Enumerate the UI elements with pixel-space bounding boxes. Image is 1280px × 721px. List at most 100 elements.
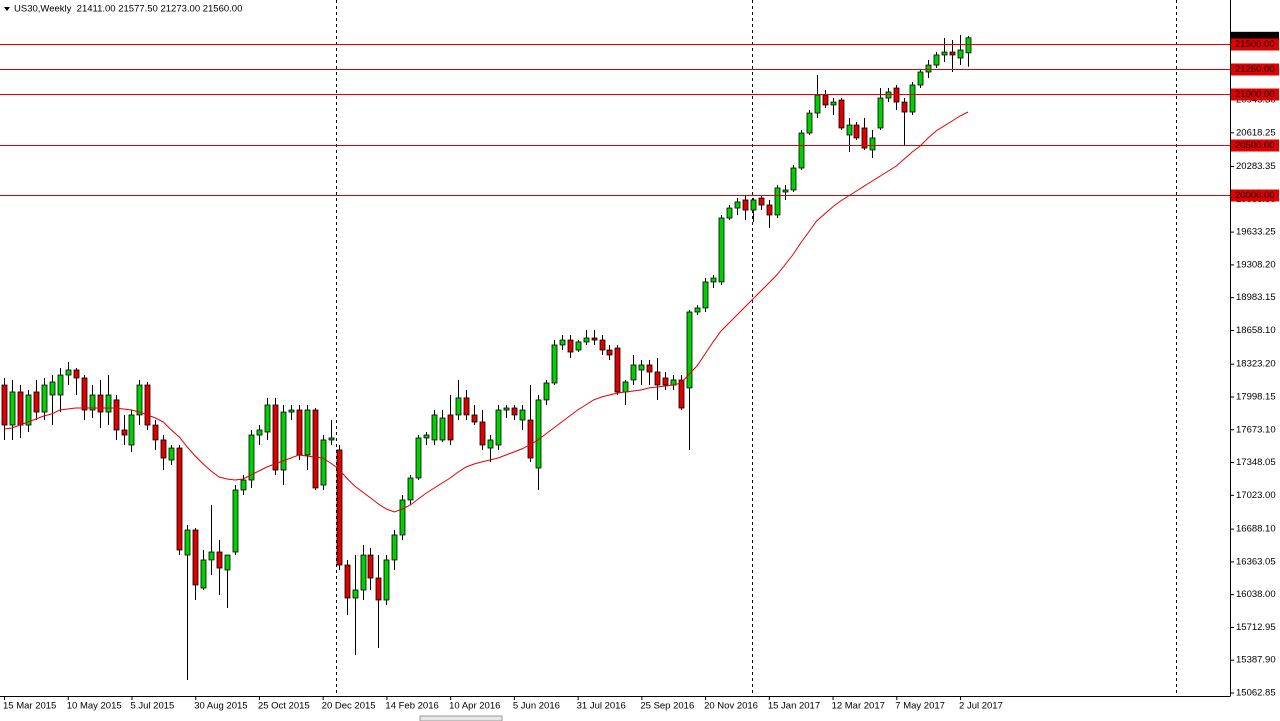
candle-body xyxy=(81,377,88,411)
candle-body xyxy=(288,409,295,413)
x-tick-label: 14 Feb 2016 xyxy=(385,701,438,712)
candle-body xyxy=(192,529,199,586)
candle-body xyxy=(105,394,112,413)
candle-body xyxy=(375,577,382,601)
candle-body xyxy=(559,339,566,346)
candle-body xyxy=(782,189,789,193)
candle-body xyxy=(17,391,24,426)
candle-body xyxy=(702,281,709,309)
y-tick-label: 15712.95 xyxy=(1236,622,1276,633)
x-tick-label: 10 May 2015 xyxy=(67,701,122,712)
candle-body xyxy=(479,421,486,446)
candle-body xyxy=(503,407,510,411)
candle-body xyxy=(383,559,390,601)
candle-body xyxy=(208,551,215,561)
candle-body xyxy=(949,51,956,56)
candle-body xyxy=(662,377,669,386)
candle-body xyxy=(814,94,821,114)
candle-body xyxy=(535,399,542,469)
candle-body xyxy=(264,404,271,433)
candle-body xyxy=(224,554,231,571)
level-label-box xyxy=(1231,63,1279,76)
chart-title: US30,Weekly 21411.00 21577.50 21273.00 2… xyxy=(14,4,242,15)
candle-body xyxy=(933,54,940,66)
level-label: 21000.00 xyxy=(1235,89,1275,100)
menu-arrow[interactable] xyxy=(4,7,10,11)
candle-body xyxy=(439,417,446,441)
candle-body xyxy=(73,369,80,379)
candle-body xyxy=(144,384,151,426)
plot xyxy=(1,34,972,680)
candle-body xyxy=(240,479,247,491)
y-tick-label: 15062.85 xyxy=(1236,688,1276,699)
candle-body xyxy=(57,374,64,396)
candle-body xyxy=(806,112,813,134)
candle-body xyxy=(415,437,422,479)
x-tick-label: 15 Mar 2015 xyxy=(3,701,56,712)
candle-body xyxy=(495,409,502,446)
candle-body xyxy=(710,277,717,283)
candle-body xyxy=(344,564,351,599)
current-price-box xyxy=(1231,31,1279,44)
candle-body xyxy=(846,124,853,136)
scrollbar[interactable] xyxy=(419,715,503,721)
candle-body xyxy=(917,71,924,86)
y-tick-label: 20283.35 xyxy=(1236,161,1276,172)
candle-body xyxy=(89,394,96,411)
candle-body xyxy=(97,394,104,413)
candle-body xyxy=(407,477,414,501)
candle-body xyxy=(941,51,948,56)
candle-body xyxy=(113,399,120,431)
candle-body xyxy=(774,187,781,216)
candle-body xyxy=(694,307,701,313)
candle-body xyxy=(336,449,343,566)
candle-body xyxy=(447,414,454,441)
candle-body xyxy=(423,434,430,439)
candle-body xyxy=(861,127,868,149)
candle-body xyxy=(877,97,884,129)
y-tick-label: 16038.00 xyxy=(1236,589,1276,600)
candle-body xyxy=(853,124,860,139)
candle-body xyxy=(957,49,964,59)
candle-body xyxy=(869,137,876,151)
candle-body xyxy=(256,429,263,436)
candle-body xyxy=(734,201,741,209)
candle-body xyxy=(630,364,637,381)
x-tick-label: 5 Jul 2015 xyxy=(130,701,174,712)
candle-body xyxy=(622,381,629,393)
x-tick-label: 20 Dec 2015 xyxy=(322,701,376,712)
level-label-box xyxy=(1231,189,1279,202)
level-label: 21250.00 xyxy=(1235,64,1275,75)
y-tick-label: 17348.05 xyxy=(1236,457,1276,468)
candle-body xyxy=(527,419,534,459)
candle-body xyxy=(838,99,845,129)
level-label-box xyxy=(1231,88,1279,101)
candle-body xyxy=(798,132,805,169)
candle-body xyxy=(399,499,406,536)
x-tick-label: 30 Aug 2015 xyxy=(194,701,247,712)
candle-body xyxy=(822,94,829,106)
candle-body xyxy=(25,394,32,426)
candle-body xyxy=(925,64,932,73)
candle-body xyxy=(184,529,191,556)
candle-body xyxy=(160,439,167,459)
level-label: 20000.00 xyxy=(1235,190,1275,201)
candle-body xyxy=(567,339,574,353)
candle-body xyxy=(152,424,159,441)
candle-body xyxy=(312,409,319,489)
candle-body xyxy=(455,397,462,416)
candle-body xyxy=(176,447,183,551)
candle-body xyxy=(200,559,207,589)
candle-body xyxy=(65,369,72,376)
candle-body xyxy=(606,349,613,356)
candle-body xyxy=(352,589,359,599)
candle-body xyxy=(893,87,900,103)
x-tick-label: 25 Oct 2015 xyxy=(258,701,310,712)
candle-body xyxy=(168,447,175,461)
candle-body xyxy=(49,381,56,396)
candle-body xyxy=(543,382,550,401)
candle-body xyxy=(519,409,526,421)
